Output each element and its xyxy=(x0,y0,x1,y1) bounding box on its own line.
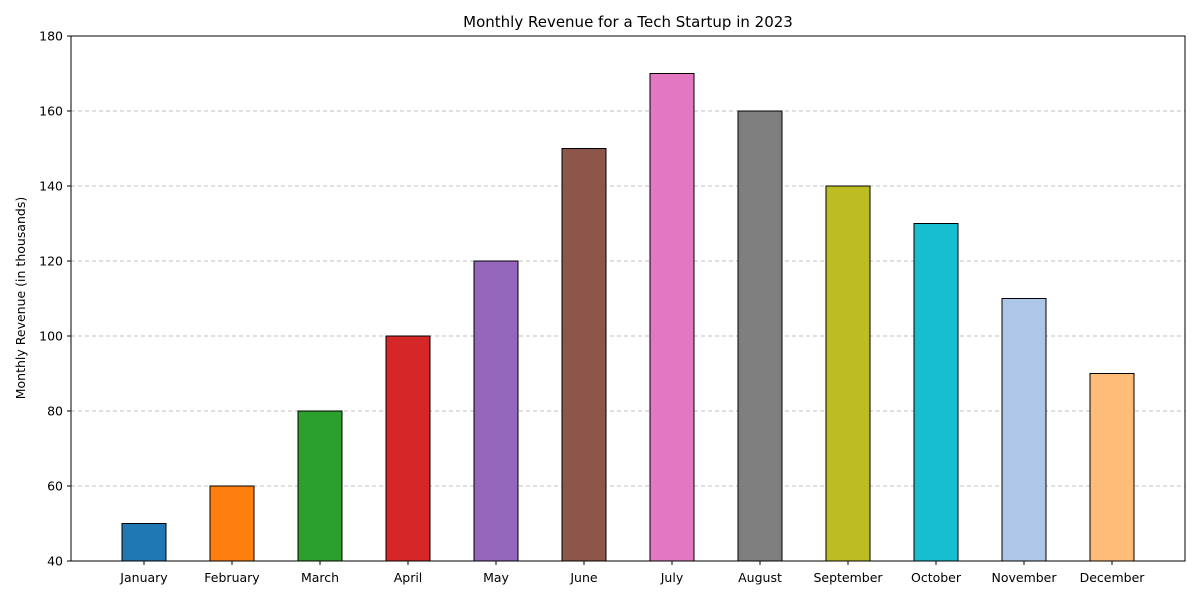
x-tick-label: August xyxy=(738,570,782,585)
y-axis-label: Monthly Revenue (in thousands) xyxy=(13,197,28,400)
x-tick-label: November xyxy=(991,570,1057,585)
bars xyxy=(121,73,1135,562)
bar-june xyxy=(561,148,607,562)
gridlines xyxy=(71,110,1185,487)
bar-march xyxy=(297,410,343,562)
bar-february xyxy=(209,485,255,562)
bar-august xyxy=(737,110,783,562)
x-tick-label: September xyxy=(813,570,883,585)
x-tick-label: January xyxy=(119,570,168,585)
plot-frame xyxy=(70,35,1186,562)
x-tick-label: June xyxy=(569,570,598,585)
y-tick-label: 140 xyxy=(39,179,63,194)
y-tick-label: 100 xyxy=(39,329,63,344)
x-tick-label: April xyxy=(394,570,423,585)
chart-title: Monthly Revenue for a Tech Startup in 20… xyxy=(463,13,793,31)
bar-january xyxy=(121,523,167,562)
y-tick-label: 160 xyxy=(39,104,63,119)
x-tick-label: December xyxy=(1080,570,1146,585)
y-tick-label: 120 xyxy=(39,254,63,269)
bar-july xyxy=(649,73,695,562)
y-tick-label: 60 xyxy=(47,479,63,494)
x-tick-label: March xyxy=(301,570,339,585)
y-tick-label: 80 xyxy=(47,404,63,419)
y-tick-label: 180 xyxy=(39,29,63,44)
y-tick-label: 40 xyxy=(47,554,63,569)
y-axis-ticks: 40 60 80 100 120 140 160 180 xyxy=(39,29,71,569)
x-tick-label: May xyxy=(483,570,509,585)
x-tick-label: February xyxy=(204,570,260,585)
bar-september xyxy=(825,185,871,562)
x-tick-label: October xyxy=(911,570,962,585)
bar-may xyxy=(473,260,519,562)
bar-november xyxy=(1001,298,1047,562)
x-tick-label: July xyxy=(660,570,684,585)
x-axis-ticks: January February March April May June July Augu… xyxy=(119,561,1145,585)
bar-december xyxy=(1089,373,1135,562)
bar-april xyxy=(385,335,431,562)
bar-october xyxy=(913,223,959,562)
